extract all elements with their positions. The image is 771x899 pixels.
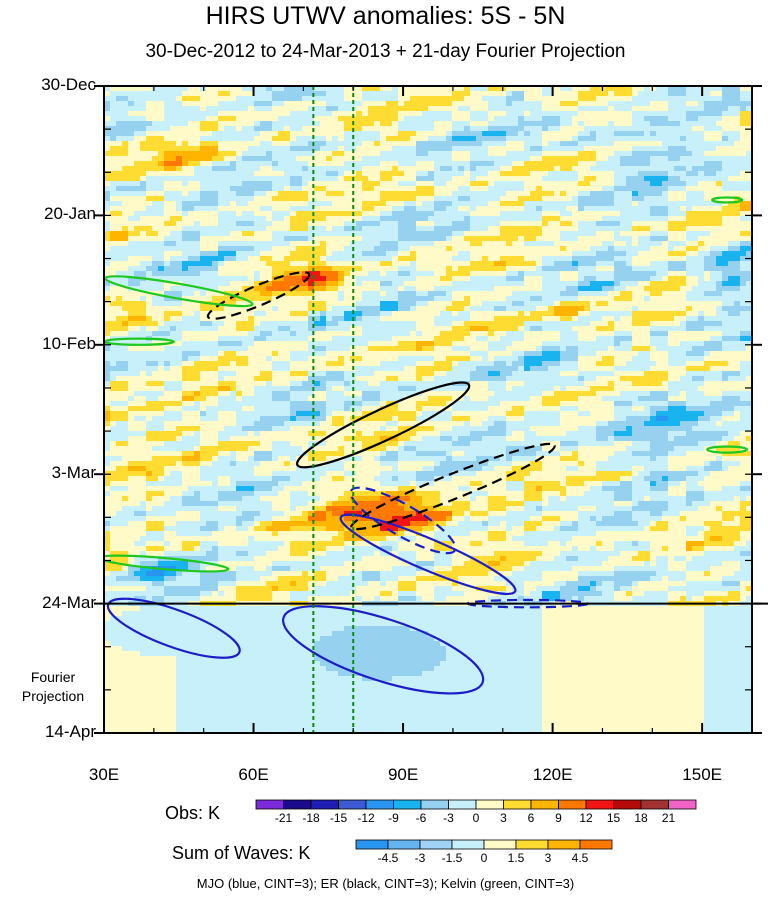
y-tick-label: 14-Apr xyxy=(44,722,96,741)
waves-colorbar-tick: 4.5 xyxy=(571,851,589,865)
x-tick-label: 90E xyxy=(387,765,419,784)
obs-colorbar-swatch xyxy=(310,799,339,810)
y-tick-label: 30-Dec xyxy=(41,75,96,94)
obs-colorbar-label: Obs: K xyxy=(165,803,221,823)
obs-colorbar-swatch xyxy=(475,799,504,810)
projection-label: Fourier Projection xyxy=(21,669,85,704)
waves-colorbar-swatch xyxy=(355,839,389,850)
colorbars xyxy=(255,799,697,850)
x-tick-label: 150E xyxy=(682,765,722,784)
er-contour-negative xyxy=(350,442,556,531)
waves-colorbar-label: Sum of Waves: K xyxy=(172,843,311,863)
axes xyxy=(94,85,768,734)
waves-colorbar-tick: 0 xyxy=(480,851,488,865)
y-tick-label: 24-Mar xyxy=(42,592,96,612)
obs-colorbar-swatch xyxy=(558,799,587,810)
obs-colorbar-tick: -9 xyxy=(388,811,399,825)
chart-subtitle: 30-Dec-2012 to 24-Mar-2013 + 21-day Four… xyxy=(145,41,626,62)
kelvin-contour xyxy=(104,337,175,346)
obs-colorbar-swatch xyxy=(613,799,642,810)
obs-colorbar-tick: 12 xyxy=(579,811,593,825)
obs-colorbar-tick: -6 xyxy=(415,811,427,825)
obs-colorbar-tick: 18 xyxy=(634,811,648,825)
waves-colorbar-tick: -3 xyxy=(414,851,426,865)
mjo-contour xyxy=(339,513,517,596)
waves-colorbar-tick: 1.5 xyxy=(507,851,525,865)
plot-frame xyxy=(103,85,753,734)
x-tick-label: 120E xyxy=(532,765,573,784)
mjo-contour-negative xyxy=(349,486,457,555)
waves-colorbar-swatch xyxy=(515,839,549,850)
reference-lines xyxy=(312,86,355,733)
obs-colorbar-swatch xyxy=(448,799,477,810)
legend-text: MJO (blue, CINT=3); ER (black, CINT=3); … xyxy=(196,876,575,891)
obs-colorbar-tick: -12 xyxy=(357,811,375,825)
obs-colorbar-tick: 6 xyxy=(527,811,535,825)
obs-colorbar-tick: 21 xyxy=(661,811,676,825)
waves-colorbar-swatch xyxy=(547,839,581,850)
y-tick-label: 3-Mar xyxy=(51,463,96,483)
obs-colorbar-tick: -21 xyxy=(274,811,293,825)
kelvin-contour xyxy=(706,445,749,454)
obs-colorbar-swatch xyxy=(640,799,669,810)
waves-colorbar-swatch xyxy=(419,839,453,850)
mjo-contour xyxy=(282,605,485,695)
obs-colorbar-swatch xyxy=(420,799,449,810)
obs-colorbar-tick: 9 xyxy=(555,811,562,825)
y-tick-label: 20-Jan xyxy=(44,204,96,224)
waves-colorbar-swatch xyxy=(579,839,613,850)
obs-colorbar-swatch xyxy=(668,799,697,810)
obs-colorbar-tick: 15 xyxy=(606,811,621,825)
y-tick-label: 10-Feb xyxy=(42,333,96,353)
er-contour-negative xyxy=(206,271,311,320)
obs-colorbar-tick: 0 xyxy=(472,811,480,825)
waves-colorbar-swatch xyxy=(451,839,485,850)
obs-colorbar-tick: 3 xyxy=(500,811,507,825)
anomaly-field xyxy=(104,86,752,733)
kelvin-contour xyxy=(711,196,744,204)
waves-colorbar-tick: 3 xyxy=(544,851,552,865)
wave-contours xyxy=(104,196,749,695)
x-tick-label: 30E xyxy=(88,765,120,784)
obs-colorbar-swatch xyxy=(585,799,614,810)
er-contour xyxy=(295,381,471,469)
obs-colorbar-swatch xyxy=(283,799,312,810)
obs-colorbar-tick: -15 xyxy=(329,811,348,825)
obs-colorbar-swatch xyxy=(503,799,532,810)
obs-colorbar-swatch xyxy=(365,799,394,810)
kelvin-contour xyxy=(104,554,230,573)
chart-title: HIRS UTWV anomalies: 5S - 5N xyxy=(205,2,566,30)
obs-colorbar-swatch xyxy=(255,799,284,810)
x-tick-label: 60E xyxy=(238,765,269,784)
kelvin-contour xyxy=(104,275,254,308)
obs-colorbar-tick: -3 xyxy=(443,811,454,825)
obs-colorbar-swatch xyxy=(338,799,367,810)
waves-colorbar-swatch xyxy=(387,839,421,850)
obs-colorbar-swatch xyxy=(393,799,422,810)
waves-colorbar-tick: -1.5 xyxy=(441,851,463,865)
waves-colorbar-swatch xyxy=(483,839,517,850)
waves-colorbar-tick: -4.5 xyxy=(377,851,399,865)
obs-colorbar-swatch xyxy=(530,799,559,810)
obs-colorbar-tick: -18 xyxy=(302,811,320,825)
